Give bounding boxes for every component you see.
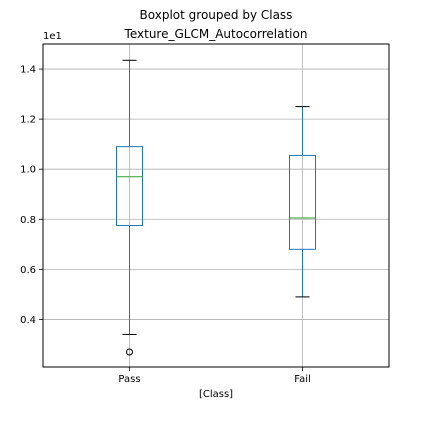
x-tick-label: Fail: [294, 374, 311, 385]
y-tick-label: 1.4: [20, 65, 36, 76]
y-offset-label: 1e1: [43, 31, 62, 42]
outlier-point: [126, 348, 133, 356]
x-tick-label: Pass: [118, 374, 140, 385]
y-tick-label: 1.0: [20, 165, 36, 176]
chart-suptitle: Boxplot grouped by Class: [140, 8, 293, 22]
box-iqr: [116, 146, 143, 227]
y-tick-label: 0.4: [20, 315, 36, 326]
box-fail: [289, 106, 316, 298]
y-tick-label: 1.2: [20, 115, 36, 126]
axes-frame: [42, 43, 390, 368]
boxes: [116, 59, 316, 356]
box-pass: [116, 59, 143, 356]
box-iqr: [289, 154, 316, 250]
x-axis-label: [Class]: [199, 389, 233, 400]
y-tick-label: 0.6: [20, 265, 36, 276]
grid: [43, 44, 389, 367]
y-tick-label: 0.8: [20, 215, 36, 226]
chart-title: Texture_GLCM_Autocorrelation: [124, 27, 308, 41]
ticks: 0.4 0.6 0.8 1.0 1.2 1.4 Pass Fail: [20, 65, 311, 385]
